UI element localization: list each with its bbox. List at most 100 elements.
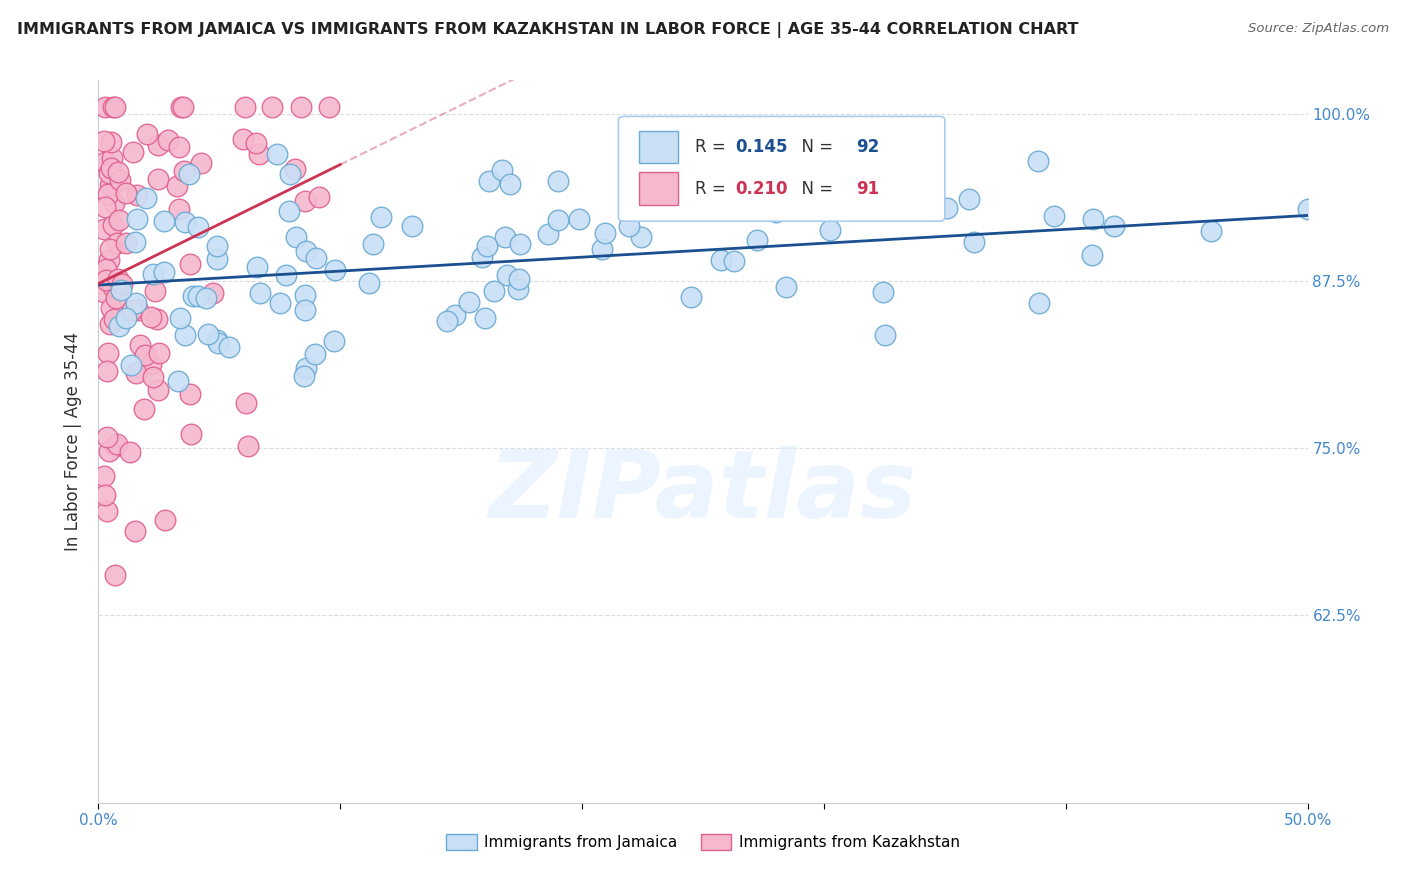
Point — [498, 177, 520, 191]
Point — [127, 303, 149, 318]
Point — [508, 272, 530, 286]
Point — [187, 219, 209, 234]
Point — [172, 100, 194, 114]
Point — [124, 524, 146, 538]
Point — [96, 364, 118, 378]
Point — [1199, 224, 1222, 238]
Point — [197, 326, 219, 341]
Point — [547, 212, 569, 227]
Point — [232, 131, 254, 145]
Point — [146, 383, 169, 397]
Point — [98, 242, 121, 256]
Point — [153, 265, 176, 279]
Text: R =: R = — [695, 179, 731, 198]
Point — [93, 134, 115, 148]
Point — [107, 282, 129, 296]
Point — [187, 289, 209, 303]
Point — [125, 187, 148, 202]
Point — [105, 437, 128, 451]
Point — [875, 328, 897, 343]
Text: IMMIGRANTS FROM JAMAICA VS IMMIGRANTS FROM KAZAKHSTAN IN LABOR FORCE | AGE 35-44: IMMIGRANTS FROM JAMAICA VS IMMIGRANTS FR… — [17, 22, 1078, 38]
Point — [111, 277, 134, 291]
Point — [103, 100, 125, 114]
Point — [218, 340, 240, 354]
Point — [246, 260, 269, 274]
Text: 0.145: 0.145 — [735, 138, 789, 156]
Point — [153, 512, 176, 526]
FancyBboxPatch shape — [638, 131, 678, 163]
Point — [104, 100, 127, 114]
Point — [107, 165, 129, 179]
Point — [100, 151, 122, 165]
Point — [167, 374, 190, 388]
Point — [97, 345, 120, 359]
Text: 0.210: 0.210 — [735, 179, 789, 198]
Point — [108, 172, 131, 186]
Point — [207, 335, 229, 350]
Point — [478, 174, 501, 188]
Point — [247, 147, 270, 161]
Point — [146, 137, 169, 152]
Point — [122, 145, 145, 159]
Point — [166, 178, 188, 193]
Point — [509, 237, 531, 252]
Point — [1028, 153, 1050, 168]
Point — [190, 156, 212, 170]
Point — [98, 252, 121, 267]
Point — [775, 280, 797, 294]
Point — [785, 159, 807, 173]
Point — [179, 167, 201, 181]
Point — [1296, 202, 1319, 216]
Point — [173, 328, 195, 343]
Point — [458, 295, 481, 310]
Point — [318, 100, 340, 114]
Point — [233, 100, 256, 114]
Point — [135, 191, 157, 205]
Point — [97, 187, 120, 202]
Point — [101, 279, 124, 293]
Point — [547, 174, 569, 188]
Point — [107, 272, 129, 286]
Point — [401, 219, 423, 233]
Point — [121, 303, 143, 318]
Point — [290, 100, 312, 114]
FancyBboxPatch shape — [638, 172, 678, 204]
Text: 91: 91 — [856, 179, 880, 198]
Point — [205, 238, 228, 252]
Point — [148, 172, 170, 186]
Point — [146, 312, 169, 326]
Point — [236, 439, 259, 453]
Point — [194, 291, 217, 305]
Point — [1080, 248, 1102, 262]
Point — [277, 203, 299, 218]
Point — [100, 161, 122, 176]
Point — [125, 211, 148, 226]
Point — [93, 100, 115, 114]
Point — [110, 283, 132, 297]
Point — [617, 219, 640, 234]
Point — [139, 310, 162, 325]
Point — [114, 186, 136, 200]
Point — [100, 135, 122, 149]
Point — [370, 211, 392, 225]
Point — [323, 262, 346, 277]
Point — [436, 314, 458, 328]
Point — [723, 253, 745, 268]
Point — [93, 268, 115, 282]
Point — [537, 227, 560, 241]
Point — [591, 243, 613, 257]
Point — [359, 277, 381, 291]
Point — [167, 202, 190, 217]
Point — [98, 178, 121, 192]
Point — [136, 127, 159, 141]
Text: R =: R = — [695, 138, 731, 156]
Point — [482, 284, 505, 298]
Point — [98, 444, 121, 458]
Text: Source: ZipAtlas.com: Source: ZipAtlas.com — [1249, 22, 1389, 36]
Text: ZIPatlas: ZIPatlas — [489, 446, 917, 538]
Point — [957, 192, 980, 206]
Point — [174, 214, 197, 228]
Point — [103, 312, 125, 326]
Point — [98, 317, 121, 331]
Point — [1043, 209, 1066, 223]
